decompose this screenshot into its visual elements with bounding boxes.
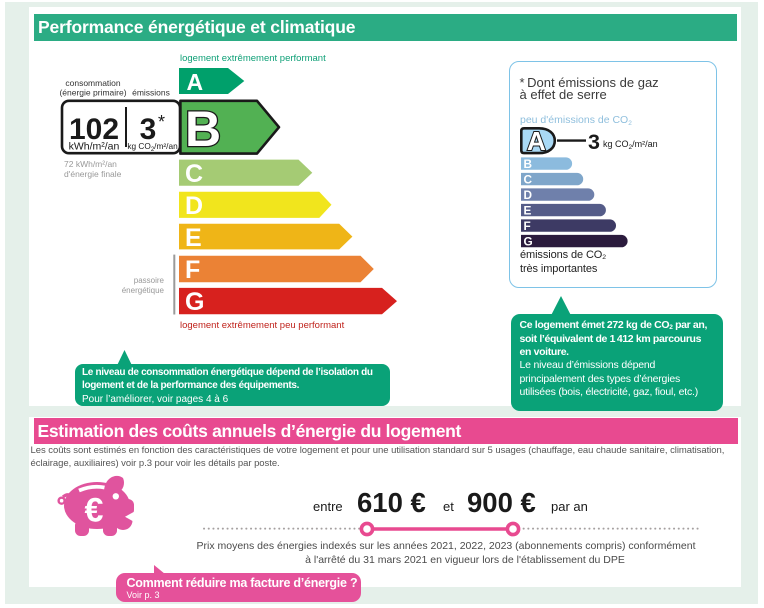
svg-text:G: G: [185, 288, 204, 316]
svg-text:B: B: [185, 101, 221, 157]
svg-text:kg CO2/m²/an: kg CO2/m²/an: [127, 141, 178, 153]
svg-text:102: 102: [69, 113, 119, 146]
svg-text:A: A: [187, 69, 204, 95]
svg-text:logement extrêmement performan: logement extrêmement performant: [180, 53, 326, 64]
svg-text:logement extrêmement peu perfo: logement extrêmement peu performant: [180, 320, 345, 331]
svg-text:D: D: [524, 188, 533, 202]
svg-text:kWh/m²/an: kWh/m²/an: [69, 141, 120, 153]
svg-text:F: F: [185, 256, 200, 284]
svg-text:d'énergie finale: d'énergie finale: [64, 169, 122, 179]
svg-text:A: A: [527, 126, 546, 156]
svg-text:F: F: [524, 219, 531, 233]
svg-text:B: B: [524, 157, 533, 171]
svg-text:consommation: consommation: [65, 78, 121, 88]
svg-text:kg CO2/m²/an: kg CO2/m²/an: [603, 139, 658, 151]
svg-text:émissions: émissions: [132, 88, 170, 98]
svg-text:72 kWh/m²/an: 72 kWh/m²/an: [64, 159, 117, 169]
svg-text:E: E: [185, 224, 202, 252]
svg-text:3: 3: [140, 113, 157, 146]
svg-text:passoire: passoire: [134, 276, 165, 285]
svg-text:€: €: [85, 492, 104, 530]
svg-text:C: C: [524, 172, 533, 186]
svg-text:3: 3: [588, 130, 600, 154]
svg-text:énergétique: énergétique: [122, 286, 165, 295]
svg-text:E: E: [524, 203, 532, 217]
svg-text:C: C: [185, 160, 203, 188]
svg-text:(énergie primaire): (énergie primaire): [59, 88, 126, 98]
svg-text:D: D: [185, 192, 203, 220]
svg-text:G: G: [524, 234, 533, 248]
svg-text:*: *: [158, 112, 165, 132]
